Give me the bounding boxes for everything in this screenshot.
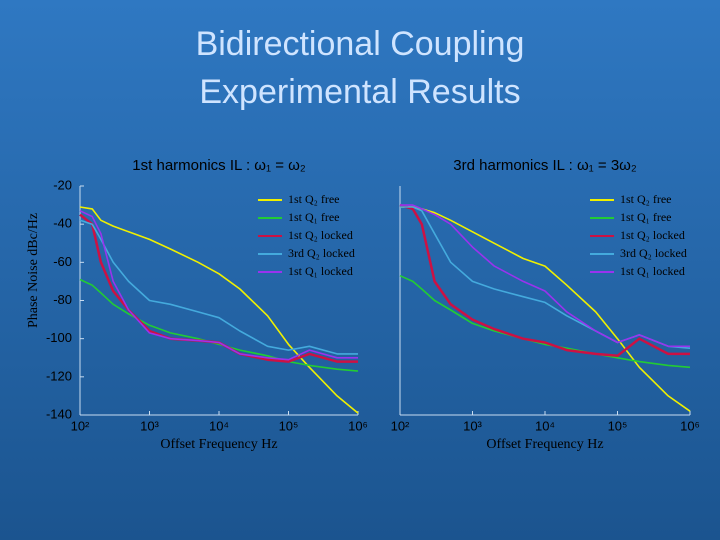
x-axis-label: Offset Frequency Hz — [486, 437, 603, 452]
y-tick-label: -60 — [53, 254, 72, 269]
chart-subtitle: 1st harmonics IL : ω₁ = ω₂ — [132, 157, 306, 174]
y-axis-label: Phase Noise dBc/Hz — [26, 213, 41, 328]
series-line — [79, 278, 359, 372]
legend-label: 1st Q₁ locked — [288, 264, 353, 278]
y-tick-label: -40 — [53, 216, 72, 231]
y-tick-label: -140 — [46, 406, 72, 421]
x-tick-label: 10⁶ — [680, 418, 700, 433]
series-line — [79, 206, 359, 414]
legend-label: 1st Q₁ locked — [620, 264, 685, 278]
y-tick-label: -80 — [53, 292, 72, 307]
x-tick-label: 10² — [71, 418, 90, 433]
x-tick-label: 10³ — [463, 418, 482, 433]
legend-label: 3rd Q₂ locked — [288, 246, 355, 260]
series-line — [400, 204, 690, 348]
title-line: Bidirectional Coupling — [196, 25, 525, 63]
legend-label: 3rd Q₂ locked — [620, 246, 687, 260]
y-tick-label: -120 — [46, 368, 72, 383]
x-tick-label: 10⁶ — [348, 418, 368, 433]
series-line — [399, 203, 690, 358]
legend-label: 1st Q₂ free — [288, 192, 340, 206]
legend-label: 1st Q₂ free — [620, 192, 672, 206]
chart-subtitle: 3rd harmonics IL : ω₁ = 3ω₂ — [453, 157, 637, 174]
x-tick-label: 10⁴ — [535, 418, 555, 433]
legend-label: 1st Q₂ locked — [288, 228, 353, 242]
legend-label: 1st Q₁ free — [288, 210, 340, 224]
x-tick-label: 10⁵ — [608, 418, 628, 433]
y-tick-label: -20 — [53, 177, 72, 192]
x-tick-label: 10⁵ — [279, 418, 299, 433]
x-tick-label: 10³ — [140, 418, 159, 433]
x-tick-label: 10⁴ — [209, 418, 229, 433]
y-tick-label: -100 — [46, 330, 72, 345]
x-tick-label: 10² — [391, 418, 410, 433]
legend-label: 1st Q₁ free — [620, 210, 672, 224]
title-line: Experimental Results — [199, 73, 520, 111]
x-axis-label: Offset Frequency Hz — [160, 437, 277, 452]
legend-label: 1st Q₂ locked — [620, 228, 685, 242]
series-line — [79, 210, 358, 361]
